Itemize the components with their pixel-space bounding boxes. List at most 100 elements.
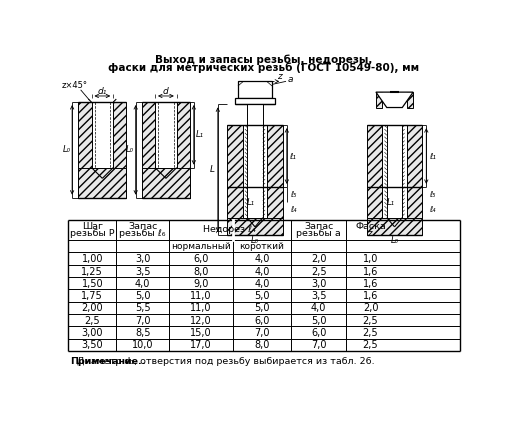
Text: 12,0: 12,0 — [190, 316, 212, 326]
Text: 1,0: 1,0 — [363, 254, 378, 264]
Bar — [247, 125, 263, 187]
Text: d: d — [163, 87, 169, 96]
Text: 5,0: 5,0 — [135, 291, 150, 301]
Bar — [407, 187, 422, 217]
Text: 2,5: 2,5 — [363, 340, 379, 350]
Text: 1,6: 1,6 — [363, 279, 378, 289]
Text: 3,0: 3,0 — [311, 279, 327, 289]
Text: 1,6: 1,6 — [363, 291, 378, 301]
Text: 4,0: 4,0 — [254, 266, 270, 276]
Text: L₀: L₀ — [251, 236, 259, 245]
Text: ℓ₁: ℓ₁ — [429, 151, 436, 161]
Bar — [155, 102, 177, 168]
Text: a: a — [287, 75, 293, 83]
Text: L: L — [210, 164, 215, 174]
Bar — [367, 187, 382, 217]
Text: z: z — [277, 72, 281, 81]
Bar — [266, 81, 272, 98]
Text: 17,0: 17,0 — [190, 340, 212, 350]
Bar — [407, 92, 413, 108]
Bar — [142, 168, 190, 197]
Text: L₁: L₁ — [196, 130, 204, 139]
Bar — [243, 125, 267, 187]
Text: 11,0: 11,0 — [190, 291, 212, 301]
Text: 1,75: 1,75 — [81, 291, 103, 301]
Text: Запас: Запас — [128, 222, 158, 230]
Bar — [238, 81, 244, 98]
Text: L₁: L₁ — [247, 198, 255, 207]
Text: 2,5: 2,5 — [363, 316, 379, 326]
Bar — [367, 125, 382, 187]
Text: 4,0: 4,0 — [254, 279, 270, 289]
Text: нормальный: нормальный — [171, 243, 231, 251]
Bar — [382, 187, 407, 217]
Text: 5,5: 5,5 — [135, 303, 150, 313]
Text: 4,0: 4,0 — [311, 303, 327, 313]
Text: 2,5: 2,5 — [363, 328, 379, 338]
Bar — [227, 187, 243, 217]
Bar — [92, 102, 113, 168]
Text: 8,0: 8,0 — [193, 266, 209, 276]
Bar — [376, 92, 382, 108]
Text: 5,0: 5,0 — [254, 291, 270, 301]
Text: ℓ₄: ℓ₄ — [290, 205, 296, 214]
Text: 4,0: 4,0 — [254, 254, 270, 264]
Bar — [243, 187, 267, 217]
Text: L₀: L₀ — [63, 145, 71, 155]
Text: 2,00: 2,00 — [81, 303, 103, 313]
Text: L₀: L₀ — [390, 236, 399, 245]
Text: 1,25: 1,25 — [81, 266, 103, 276]
Text: резьбы ℓ₆: резьбы ℓ₆ — [119, 229, 166, 238]
Text: L₀: L₀ — [126, 145, 134, 155]
Text: d₁: d₁ — [98, 87, 107, 96]
Text: 6,0: 6,0 — [311, 328, 327, 338]
Text: 7,0: 7,0 — [311, 340, 327, 350]
Text: 3,0: 3,0 — [135, 254, 150, 264]
Bar — [227, 217, 283, 234]
Text: 3,5: 3,5 — [135, 266, 150, 276]
Bar — [78, 102, 92, 197]
Text: 1,6: 1,6 — [363, 266, 378, 276]
Text: 1,00: 1,00 — [81, 254, 103, 264]
Text: 8,5: 8,5 — [135, 328, 150, 338]
Text: Фаска: Фаска — [355, 222, 386, 230]
Bar — [177, 102, 190, 197]
Text: резьбы a: резьбы a — [296, 229, 341, 238]
Text: 8,0: 8,0 — [254, 340, 270, 350]
Text: Шаг: Шаг — [82, 222, 103, 230]
Text: ℓ₁: ℓ₁ — [289, 151, 297, 161]
Text: 3,5: 3,5 — [311, 291, 327, 301]
Text: z: z — [368, 229, 373, 238]
Text: Недорез ℓ₄: Недорез ℓ₄ — [203, 225, 256, 234]
Bar — [387, 125, 402, 187]
Text: 11,0: 11,0 — [190, 303, 212, 313]
Text: Примечание..: Примечание.. — [71, 357, 146, 366]
Bar — [387, 187, 402, 217]
Text: L₁: L₁ — [387, 198, 394, 207]
Text: 5,0: 5,0 — [254, 303, 270, 313]
Text: фаски для метрических резьб (ГОСТ 10549-80), мм: фаски для метрических резьб (ГОСТ 10549-… — [108, 62, 419, 73]
Bar — [247, 187, 263, 217]
Text: 3,00: 3,00 — [81, 328, 103, 338]
Bar — [142, 102, 155, 197]
Text: 2,0: 2,0 — [363, 303, 378, 313]
Text: 1,50: 1,50 — [81, 279, 103, 289]
Polygon shape — [376, 92, 413, 108]
Bar — [227, 125, 243, 187]
Bar — [238, 81, 272, 98]
Text: короткий: короткий — [239, 243, 284, 251]
Text: Выход и запасы резьбы, недорезы,: Выход и запасы резьбы, недорезы, — [155, 55, 372, 65]
Bar — [267, 187, 283, 217]
Text: z×45°: z×45° — [61, 81, 88, 90]
Bar — [407, 125, 422, 187]
Text: 5,0: 5,0 — [311, 316, 327, 326]
Text: 15,0: 15,0 — [190, 328, 212, 338]
Bar — [78, 168, 126, 197]
Text: 2,5: 2,5 — [311, 266, 327, 276]
Bar — [113, 102, 126, 197]
Text: 3,50: 3,50 — [81, 340, 103, 350]
Text: ℓ₄: ℓ₄ — [429, 205, 436, 214]
Text: 6,0: 6,0 — [193, 254, 209, 264]
Text: 10,0: 10,0 — [132, 340, 153, 350]
Text: 6,0: 6,0 — [254, 316, 270, 326]
